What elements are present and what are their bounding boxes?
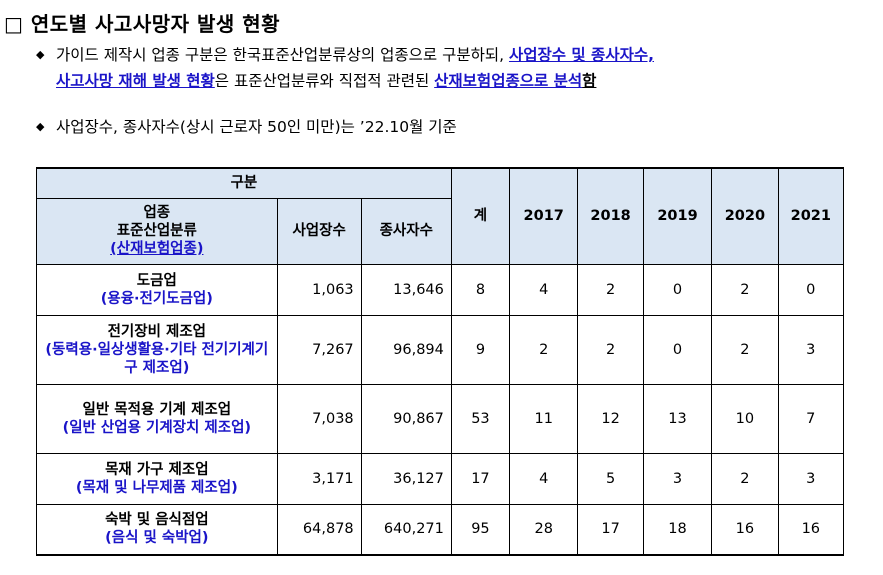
table-row: 목재 가구 제조업 (목재 및 나무제품 제조업) 3,171 36,127 17… (36, 452, 845, 505)
row-workers: 96,894 (360, 314, 452, 385)
row-workers: 90,867 (360, 383, 452, 454)
note1-highlight-workplaces: 사업장수 및 종사자수, (508, 46, 654, 64)
row-2020: 2 (711, 314, 779, 385)
row-2019: 13 (642, 383, 713, 454)
header-year-2017: 2017 (508, 167, 579, 265)
row-2017: 11 (508, 383, 579, 454)
note1-suffix: 함 (582, 72, 597, 90)
row-2019: 0 (642, 314, 713, 385)
row-industry-sub: (동력용·일상생활용·기타 전기기계기구 제조업) (45, 341, 269, 376)
row-2021: 3 (777, 452, 845, 505)
row-2018: 12 (577, 383, 644, 454)
row-total: 8 (450, 263, 510, 316)
row-2018: 5 (577, 452, 644, 505)
row-2019: 3 (642, 452, 713, 505)
diamond-bullet-icon: ◆ (36, 120, 45, 133)
table-row: 일반 목적용 기계 제조업 (일반 산업용 기계장치 제조업) 7,038 90,… (36, 383, 845, 454)
note-reference-date: ◆ 사업장수, 종사자수(상시 근로자 50인 미만)는 ’22.10월 기준 (36, 114, 457, 140)
row-industry-name: 일반 목적용 기계 제조업 (82, 401, 232, 418)
row-workplaces: 1,063 (276, 263, 362, 316)
row-industry-cell: 숙박 및 음식점업 (음식 및 숙박업) (36, 503, 278, 556)
row-workplaces: 7,267 (276, 314, 362, 385)
header-year-2018: 2018 (577, 167, 644, 265)
header-total: 계 (450, 167, 510, 265)
row-workplaces: 64,878 (276, 503, 362, 556)
header-year-2019: 2019 (642, 167, 713, 265)
row-industry-name: 숙박 및 음식점업 (105, 512, 209, 529)
row-2020: 2 (711, 263, 779, 316)
header-group: 구분 (36, 167, 452, 199)
row-2017: 4 (508, 263, 579, 316)
row-total: 53 (450, 383, 510, 454)
row-industry-sub: (목재 및 나무제품 제조업) (75, 479, 238, 496)
row-industry-name: 도금업 (136, 272, 177, 289)
diamond-bullet-icon: ◆ (36, 48, 45, 61)
row-total: 95 (450, 503, 510, 556)
section-heading: □ 연도별 사고사망자 발생 현황 (4, 12, 281, 36)
header-year-2021: 2021 (777, 167, 845, 265)
row-industry-cell: 일반 목적용 기계 제조업 (일반 산업용 기계장치 제조업) (36, 383, 278, 454)
header-industry-line1: 업종 (143, 205, 171, 221)
row-2021: 3 (777, 314, 845, 385)
row-2019: 18 (642, 503, 713, 556)
table-row: 숙박 및 음식점업 (음식 및 숙박업) 64,878 640,271 95 28… (36, 503, 845, 556)
header-industry-line2: 표준산업분류 (116, 223, 197, 239)
row-2021: 0 (777, 263, 845, 316)
row-2017: 4 (508, 452, 579, 505)
row-industry-sub: (일반 산업용 기계장치 제조업) (62, 419, 252, 436)
table-row: 전기장비 제조업 (동력용·일상생활용·기타 전기기계기구 제조업) 7,267 … (36, 314, 845, 385)
row-total: 9 (450, 314, 510, 385)
row-industry-name: 전기장비 제조업 (107, 323, 207, 340)
row-2021: 7 (777, 383, 845, 454)
header-year-2020: 2020 (711, 167, 779, 265)
row-workers: 36,127 (360, 452, 452, 505)
row-industry-sub: (음식 및 숙박업) (105, 530, 209, 547)
row-industry-cell: 도금업 (용융·전기도금업) (36, 263, 278, 316)
row-workplaces: 7,038 (276, 383, 362, 454)
row-2017: 2 (508, 314, 579, 385)
row-2017: 28 (508, 503, 579, 556)
row-industry-sub: (용융·전기도금업) (100, 290, 213, 307)
note1-highlight-insurance: 산재보험업종으로 분석 (434, 72, 583, 90)
note1-text1: 가이드 제작시 업종 구분은 한국표준산업분류상의 업종으로 구분하되, (56, 46, 509, 64)
row-industry-cell: 목재 가구 제조업 (목재 및 나무제품 제조업) (36, 452, 278, 505)
row-2020: 2 (711, 452, 779, 505)
note-industry-classification: ◆ 가이드 제작시 업종 구분은 한국표준산업분류상의 업종으로 구분하되, 사… (36, 42, 856, 94)
row-workers: 13,646 (360, 263, 452, 316)
fatality-table: 구분 계 2017 2018 2019 2020 2021 업종 표준산업분류 … (36, 167, 845, 556)
header-industry: 업종 표준산업분류 (산재보험업종) (36, 197, 278, 265)
note1-text2: 은 표준산업분류와 직접적 관련된 (214, 72, 435, 90)
row-2018: 2 (577, 314, 644, 385)
row-workers: 640,271 (360, 503, 452, 556)
note2-text: 사업장수, 종사자수(상시 근로자 50인 미만)는 ’22.10월 기준 (56, 118, 457, 136)
row-2020: 16 (711, 503, 779, 556)
row-total: 17 (450, 452, 510, 505)
row-workplaces: 3,171 (276, 452, 362, 505)
header-industry-sub: (산재보험업종) (110, 241, 204, 257)
table-row: 도금업 (용융·전기도금업) 1,063 13,646 8 4 2 0 2 0 (36, 263, 845, 316)
header-workers: 종사자수 (360, 197, 452, 265)
row-2021: 16 (777, 503, 845, 556)
header-workplaces: 사업장수 (276, 197, 362, 265)
row-2018: 2 (577, 263, 644, 316)
row-2018: 17 (577, 503, 644, 556)
row-2019: 0 (642, 263, 713, 316)
row-2020: 10 (711, 383, 779, 454)
row-industry-cell: 전기장비 제조업 (동력용·일상생활용·기타 전기기계기구 제조업) (36, 314, 278, 385)
note1-highlight-fatality: 사고사망 재해 발생 현황 (56, 72, 215, 90)
row-industry-name: 목재 가구 제조업 (105, 461, 209, 478)
